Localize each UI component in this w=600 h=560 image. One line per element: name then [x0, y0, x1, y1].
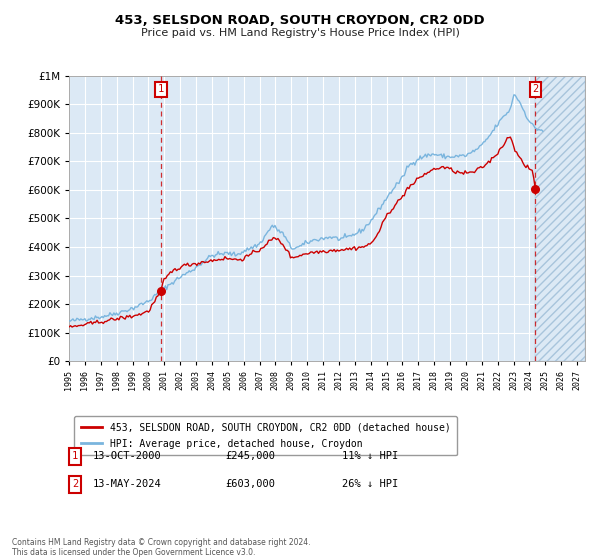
Text: 1: 1 — [158, 84, 164, 94]
Text: 2: 2 — [532, 84, 538, 94]
Text: £245,000: £245,000 — [225, 451, 275, 461]
Text: 453, SELSDON ROAD, SOUTH CROYDON, CR2 0DD: 453, SELSDON ROAD, SOUTH CROYDON, CR2 0D… — [115, 14, 485, 27]
Text: 26% ↓ HPI: 26% ↓ HPI — [342, 479, 398, 489]
Bar — [535, 76, 585, 361]
Text: 13-MAY-2024: 13-MAY-2024 — [93, 479, 162, 489]
Text: 13-OCT-2000: 13-OCT-2000 — [93, 451, 162, 461]
Text: Contains HM Land Registry data © Crown copyright and database right 2024.
This d: Contains HM Land Registry data © Crown c… — [12, 538, 311, 557]
Bar — [535, 76, 585, 361]
Text: Price paid vs. HM Land Registry's House Price Index (HPI): Price paid vs. HM Land Registry's House … — [140, 28, 460, 38]
Text: 11% ↓ HPI: 11% ↓ HPI — [342, 451, 398, 461]
Legend: 453, SELSDON ROAD, SOUTH CROYDON, CR2 0DD (detached house), HPI: Average price, : 453, SELSDON ROAD, SOUTH CROYDON, CR2 0D… — [74, 416, 457, 455]
Text: 1: 1 — [72, 451, 78, 461]
Text: £603,000: £603,000 — [225, 479, 275, 489]
Text: 2: 2 — [72, 479, 78, 489]
